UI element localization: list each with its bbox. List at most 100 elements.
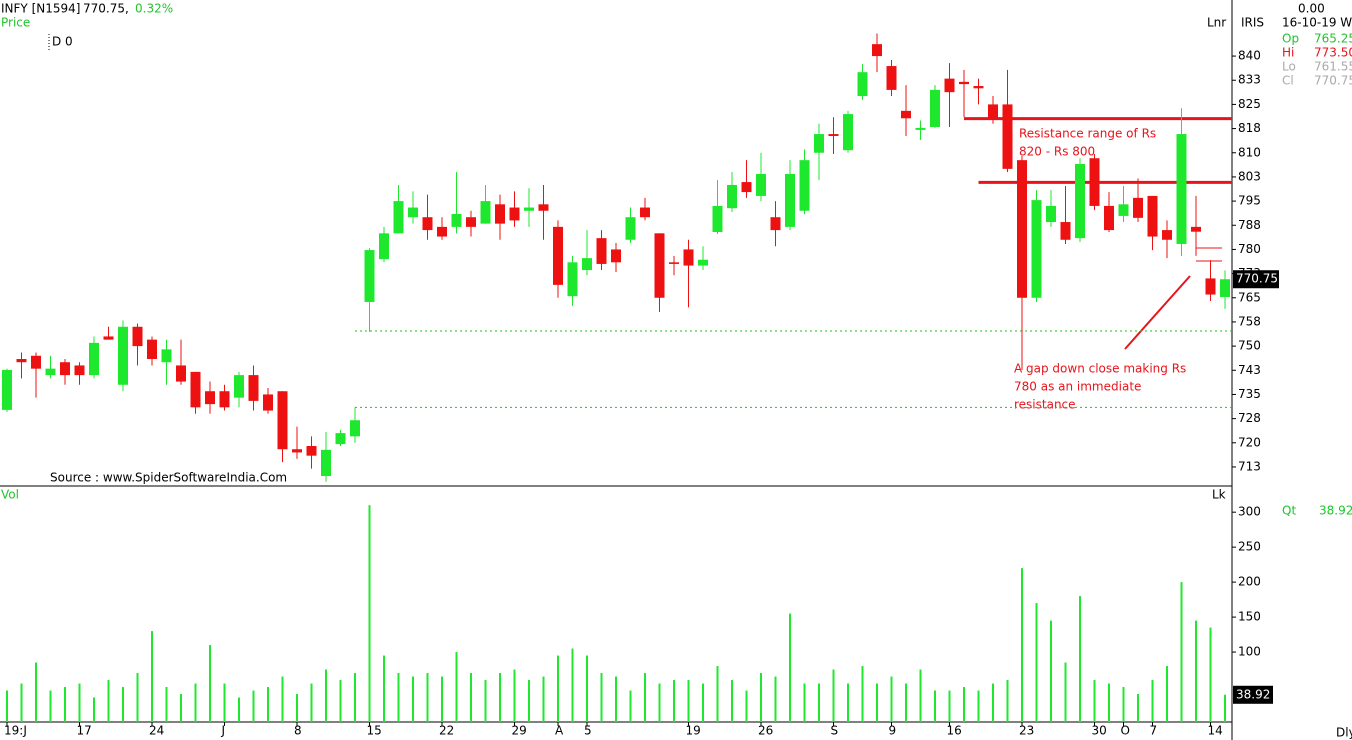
volume-bar (180, 694, 182, 722)
annotation-arrow (1124, 275, 1191, 350)
candle-body (364, 250, 375, 302)
candle-body (1147, 195, 1158, 237)
y-tick-label: 100 (1238, 645, 1261, 659)
volume-bar (441, 676, 443, 722)
x-tick-label: 5 (584, 724, 592, 738)
candle-body (60, 362, 70, 376)
volume-bar (1021, 568, 1023, 722)
volume-bar (238, 697, 240, 722)
volume-bar (760, 673, 762, 722)
candle-body (1104, 205, 1114, 231)
period: Dly (1336, 726, 1352, 740)
candle-body (828, 134, 839, 136)
volume-bar (615, 676, 617, 722)
candle-body (1002, 104, 1013, 169)
qty-label: Qt (1282, 504, 1296, 518)
volume-bar (470, 673, 472, 722)
volume-bar (513, 669, 516, 722)
volume-bar (673, 680, 675, 722)
candle-body (16, 358, 27, 363)
annotation-marker (1195, 230, 1222, 262)
candle-body (31, 355, 41, 369)
volume-bar (1137, 694, 1139, 722)
symbol: INFY [N1594] (1, 2, 80, 16)
y-tick-label: 735 (1238, 387, 1261, 401)
info-value: 770.75 (1314, 74, 1352, 88)
source: Source : www.SpiderSoftwareIndia.Com (50, 471, 287, 485)
volume-bar (1050, 620, 1052, 722)
x-tick-label: 8 (294, 724, 302, 738)
candle-body (437, 226, 447, 237)
y-tick-label: 300 (1238, 505, 1261, 519)
info-change: 0.00 (1298, 2, 1325, 16)
volume-bar (1209, 627, 1212, 722)
candle-body (930, 89, 940, 127)
candle-body (1060, 222, 1071, 240)
candle-body (582, 258, 592, 271)
candle-body (408, 207, 418, 218)
candle-body (176, 365, 186, 382)
volume-bar (122, 687, 124, 722)
candle-body (1133, 197, 1143, 218)
annotation: Resistance range of Rs (1019, 127, 1156, 141)
candle-body (205, 391, 215, 405)
volume-bar (455, 652, 458, 722)
candle-body (959, 81, 969, 85)
candle-body (393, 201, 404, 234)
candle-body (1046, 205, 1056, 223)
volume-bar (934, 690, 936, 722)
info-label: Hi (1282, 46, 1294, 60)
y-tick-label: 803 (1238, 169, 1261, 183)
y-tick-label: 150 (1238, 610, 1261, 624)
candle-body (495, 204, 505, 224)
y-tick-label: 713 (1238, 459, 1261, 473)
price-tag (1233, 270, 1279, 289)
volume-bar (194, 683, 197, 722)
candle-body (89, 342, 99, 376)
candle-body (799, 160, 810, 211)
candle-body (1089, 158, 1100, 206)
candle-body (611, 249, 621, 263)
volume-bar (557, 655, 559, 722)
volume-bar (35, 662, 37, 722)
candle-body (74, 365, 85, 376)
volume-bar (963, 687, 965, 722)
candle-body (524, 207, 534, 211)
x-tick-label: 7 (1150, 724, 1158, 738)
info-value: 761.55 (1314, 60, 1352, 74)
y-tick-label: 750 (1238, 339, 1261, 353)
volume-bar (629, 690, 632, 722)
volume-bar (1151, 680, 1154, 722)
y-tick-label: 728 (1238, 411, 1261, 425)
info-label: Lo (1282, 60, 1296, 74)
annotation: 780 as an immediate (1014, 380, 1141, 394)
volume-bar (383, 655, 385, 722)
volume-scale: Lk (1212, 488, 1226, 502)
x-tick-label: 19 (686, 724, 701, 738)
candle-body (1162, 230, 1172, 240)
panel-title: Price (1, 16, 30, 30)
candle-body (683, 249, 694, 266)
cursor-label: D 0 (52, 35, 73, 49)
info-name: IRIS (1241, 16, 1264, 30)
volume-bar (499, 673, 501, 722)
info-label: Op (1282, 32, 1299, 46)
y-tick-label: 788 (1238, 218, 1261, 232)
volume-bar (281, 676, 284, 722)
qty-value: 38.92 (1319, 504, 1352, 518)
volume-bar (600, 673, 603, 722)
candle-body (988, 104, 998, 119)
volume-bar (832, 669, 835, 722)
volume-bar (731, 680, 733, 722)
candle-body (509, 207, 520, 221)
volume-bar (905, 683, 907, 722)
volume-bar (223, 683, 226, 722)
y-tick-label: 833 (1238, 73, 1261, 87)
candle-body (1176, 134, 1187, 244)
volume-bar (1035, 603, 1038, 722)
volume-bar (325, 669, 327, 722)
volume-bar (658, 683, 661, 722)
x-tick-label: 24 (149, 724, 164, 738)
candle-body (843, 114, 853, 151)
volume-bar (702, 683, 704, 722)
